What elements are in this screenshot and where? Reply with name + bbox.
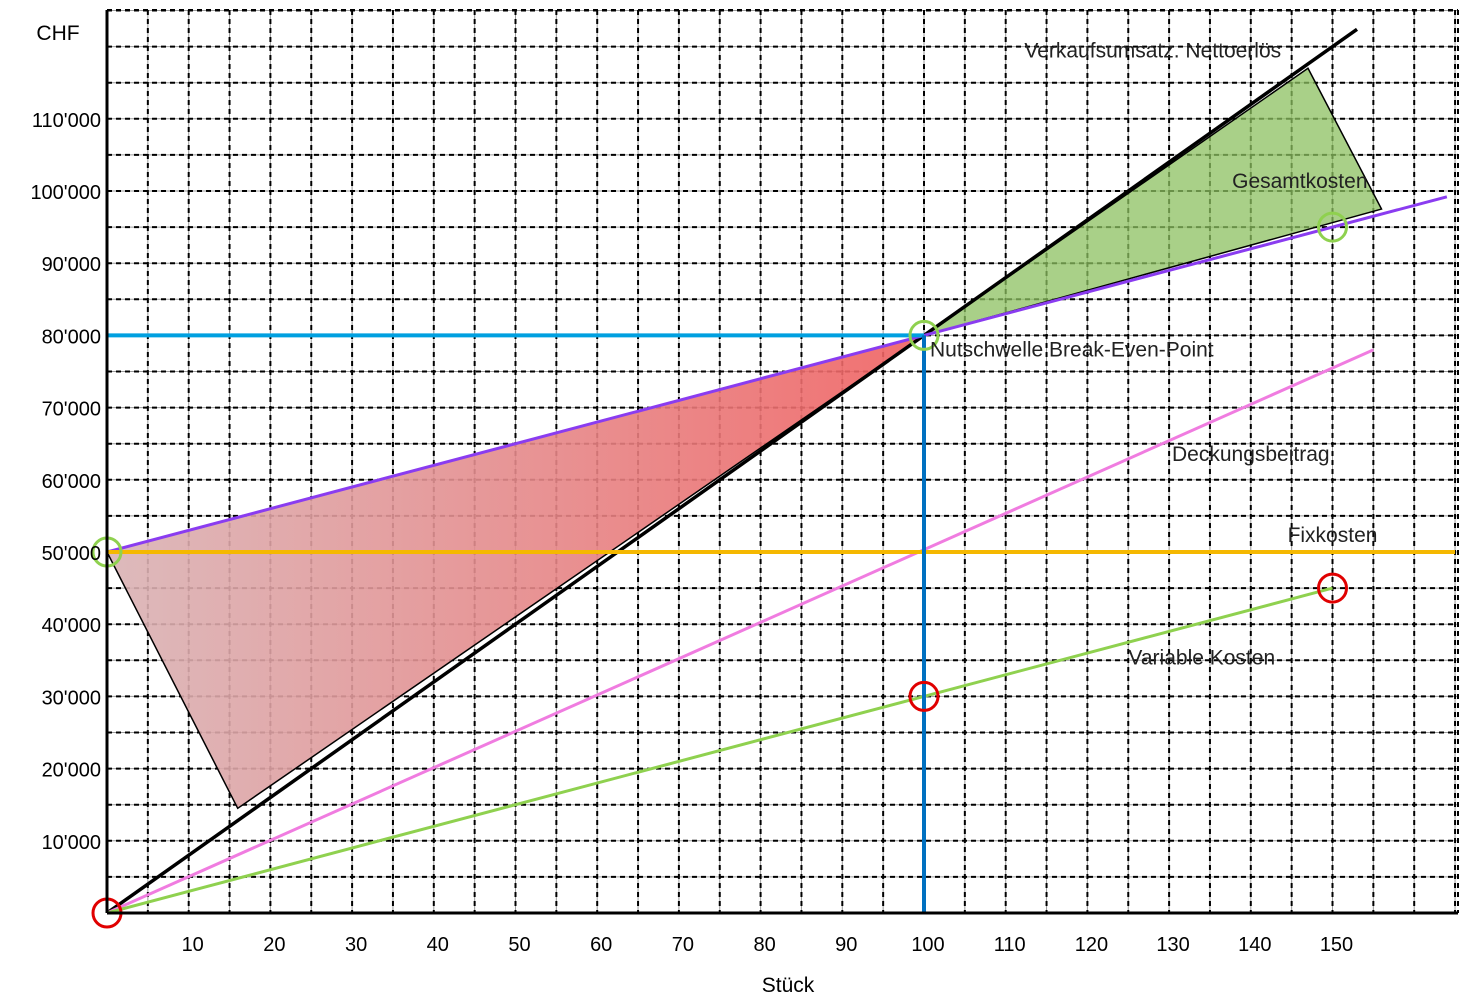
y-tick-label: 60'000: [42, 471, 101, 493]
series-lines: [105, 27, 1456, 915]
x-tick-label: 60: [590, 934, 612, 956]
point-marker: [1317, 211, 1348, 243]
x-tick-label: 40: [427, 934, 449, 956]
x-tick-label: 30: [345, 934, 367, 956]
x-tick-label: 100: [911, 934, 944, 956]
x-tick-label: 140: [1238, 934, 1271, 956]
series-label: Verkaufsumsatz. Nettoerlös: [1024, 39, 1281, 62]
point-marker: [1317, 572, 1348, 604]
series-label: Variable Kosten: [1128, 647, 1275, 670]
annotation-label: Nutschwelle Break-Even-Point: [930, 338, 1214, 361]
series-label: Deckungsbeitrag: [1172, 443, 1330, 466]
x-tick-label: 80: [753, 934, 775, 956]
y-tick-label: 90'000: [42, 254, 101, 276]
y-tick-label: 80'000: [42, 326, 101, 348]
x-tick-label: 70: [672, 934, 694, 956]
profit-region: [923, 67, 1383, 337]
y-tick-label: 50'000: [42, 543, 101, 565]
x-tick-label: 90: [835, 934, 857, 956]
series-line-variable-kosten: [106, 586, 1333, 915]
y-tick-label: 40'000: [42, 615, 101, 637]
x-tick-label: 10: [182, 934, 204, 956]
series-label: Fixkosten: [1288, 524, 1378, 547]
x-tick-label: 110: [994, 934, 1026, 956]
y-tick-label: 100'000: [30, 182, 101, 204]
axes: [105, 9, 1459, 915]
x-tick-label: 50: [508, 934, 530, 956]
series-line-deckungsbeitrag: [106, 348, 1374, 915]
x-tick-label: 120: [1075, 934, 1108, 956]
x-axis-label: Stück: [762, 974, 815, 996]
y-tick-label: 20'000: [42, 760, 101, 782]
break-even-guides: [107, 333, 926, 913]
x-tick-label: 130: [1156, 934, 1189, 956]
x-tick-label: 150: [1320, 934, 1353, 956]
y-axis-label: CHF: [36, 22, 79, 45]
series-label: Gesamtkosten: [1232, 170, 1367, 193]
y-tick-label: 10'000: [42, 832, 101, 854]
y-tick-label: 30'000: [42, 687, 101, 709]
tick-labels: 10 20 30 40 50 60 70 80 90 100 110 120 130 140 150 10'0…: [30, 110, 1353, 956]
x-tick-label: 20: [263, 934, 285, 956]
y-tick-label: 70'000: [42, 399, 101, 421]
point-marker: [908, 680, 940, 712]
series-line-gesamtkosten: [106, 195, 1448, 554]
annotations: Verkaufsumsatz. Nettoerlös Gesamtkosten De…: [930, 39, 1377, 669]
y-tick-label: 110'000: [32, 110, 101, 132]
point-marker: [908, 319, 940, 351]
series-line-verkaufsumsatz-nettoerlös: [105, 27, 1359, 915]
point-markers: [91, 211, 1348, 929]
